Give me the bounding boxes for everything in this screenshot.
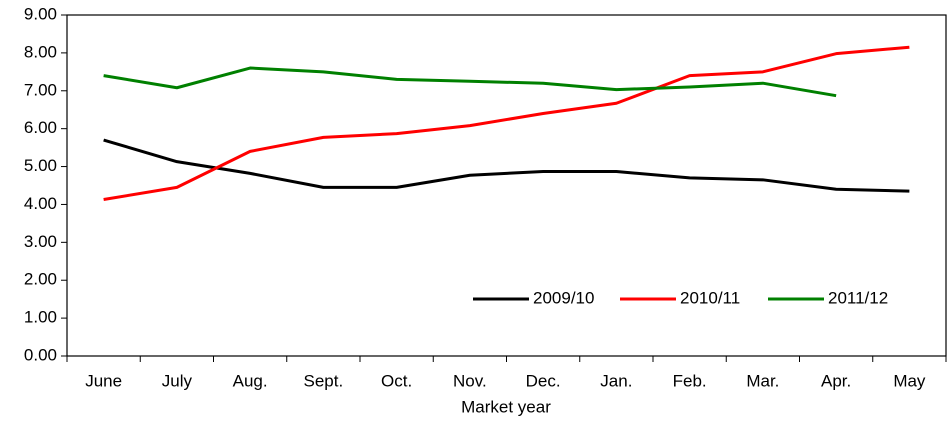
- x-tick-label: Sept.: [304, 371, 344, 390]
- y-tick-label: 9.00: [24, 4, 57, 23]
- y-tick-label: 5.00: [24, 156, 57, 175]
- x-tick-label: Feb.: [673, 371, 707, 390]
- x-axis-title: Market year: [461, 397, 551, 416]
- y-tick-label: 3.00: [24, 232, 57, 251]
- x-tick-label: Apr.: [821, 371, 851, 390]
- x-tick-label: Nov.: [453, 371, 487, 390]
- x-tick-label: Aug.: [233, 371, 268, 390]
- y-tick-label: 0.00: [24, 345, 57, 364]
- x-tick-label: July: [162, 371, 193, 390]
- x-tick-label: June: [85, 371, 122, 390]
- legend-label: 2010/11: [680, 288, 740, 307]
- legend-label: 2009/10: [533, 288, 594, 307]
- x-tick-label: Oct.: [381, 371, 412, 390]
- y-tick-label: 2.00: [24, 270, 57, 289]
- legend-label: 2011/12: [828, 288, 888, 307]
- y-tick-label: 4.00: [24, 194, 57, 213]
- y-tick-label: 6.00: [24, 118, 57, 137]
- series-line: [103, 138, 910, 193]
- x-tick-label: Mar.: [746, 371, 779, 390]
- y-tick-label: 1.00: [24, 308, 57, 327]
- y-tick-label: 8.00: [24, 42, 57, 61]
- y-tick-label: 7.00: [24, 80, 57, 99]
- x-tick-label: May: [893, 371, 926, 390]
- x-tick-label: Jan.: [600, 371, 632, 390]
- series-line: [103, 45, 910, 201]
- series-line: [103, 66, 837, 98]
- x-tick-label: Dec.: [526, 371, 561, 390]
